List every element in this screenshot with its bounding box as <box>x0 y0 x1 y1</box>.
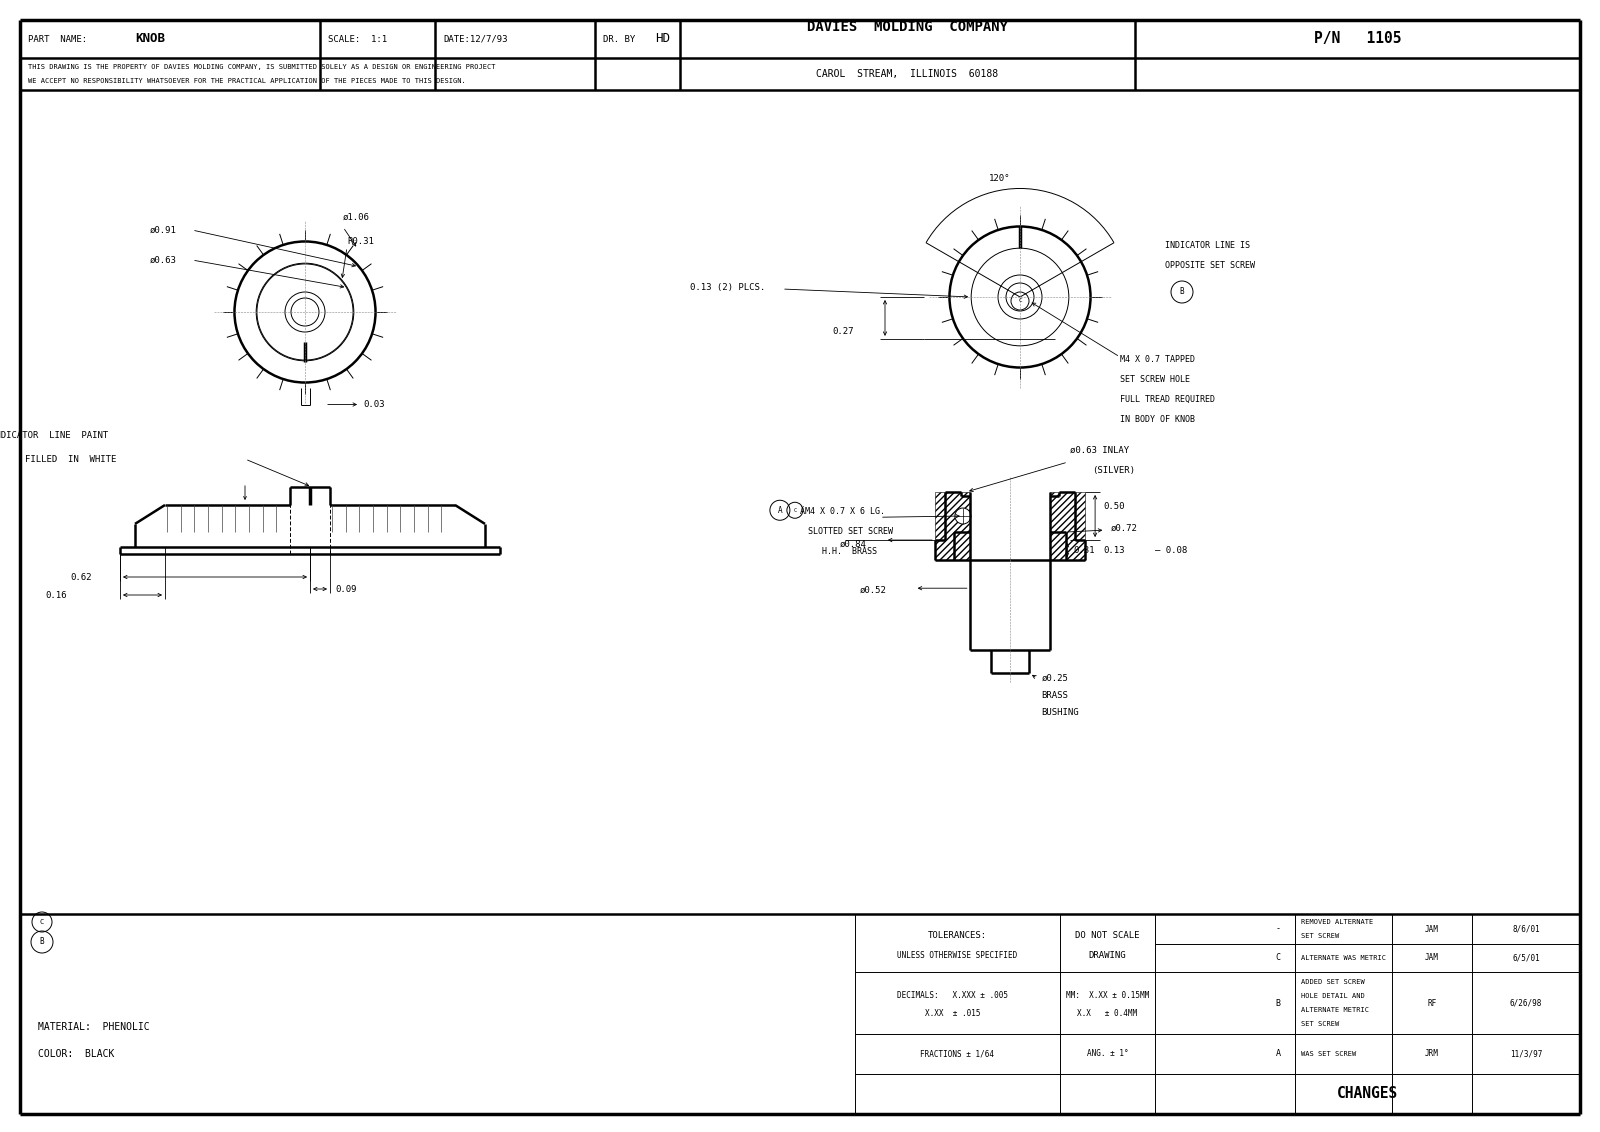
Text: UNLESS OTHERWISE SPECIFIED: UNLESS OTHERWISE SPECIFIED <box>898 951 1018 960</box>
Text: PART  NAME:: PART NAME: <box>29 34 86 43</box>
Bar <box>934 492 970 560</box>
Text: FILLED  IN  WHITE: FILLED IN WHITE <box>26 455 117 463</box>
Text: 0.03: 0.03 <box>363 400 384 409</box>
Text: R0.31: R0.31 <box>347 237 374 246</box>
Text: – 0.08: – 0.08 <box>1155 546 1187 555</box>
Text: MM:  X.XX ± 0.15MM: MM: X.XX ± 0.15MM <box>1066 990 1149 1000</box>
Text: -: - <box>1275 925 1280 934</box>
Text: B: B <box>1275 998 1280 1007</box>
Text: 11/3/97: 11/3/97 <box>1510 1049 1542 1058</box>
Text: COLOR:  BLACK: COLOR: BLACK <box>38 1049 114 1060</box>
Text: INDICATOR  LINE  PAINT: INDICATOR LINE PAINT <box>0 430 109 439</box>
Text: HOLE DETAIL AND: HOLE DETAIL AND <box>1301 993 1365 1000</box>
Text: C: C <box>1019 299 1022 303</box>
Text: B: B <box>40 937 45 946</box>
Text: THIS DRAWING IS THE PROPERTY OF DAVIES MOLDING COMPANY, IS SUBMITTED SOLELY AS A: THIS DRAWING IS THE PROPERTY OF DAVIES M… <box>29 65 496 70</box>
Text: B: B <box>1179 288 1184 297</box>
Text: DRAWING: DRAWING <box>1088 951 1126 960</box>
Text: ø0.91: ø0.91 <box>150 225 178 234</box>
Text: REMOVED ALTERNATE: REMOVED ALTERNATE <box>1301 919 1373 925</box>
Text: A: A <box>778 506 782 515</box>
Circle shape <box>285 292 325 332</box>
Text: C: C <box>40 919 45 925</box>
Text: 8/6/01: 8/6/01 <box>1512 925 1539 934</box>
Text: DR. BY: DR. BY <box>603 34 635 43</box>
Text: DO NOT SCALE: DO NOT SCALE <box>1075 931 1139 940</box>
Text: DAVIES  MOLDING  COMPANY: DAVIES MOLDING COMPANY <box>806 20 1008 34</box>
Text: DATE:12/7/93: DATE:12/7/93 <box>443 34 507 43</box>
Text: IN BODY OF KNOB: IN BODY OF KNOB <box>1120 414 1195 423</box>
Text: SCALE:  1:1: SCALE: 1:1 <box>328 34 387 43</box>
Text: OPPOSITE SET SCREW: OPPOSITE SET SCREW <box>1165 260 1254 269</box>
Text: ø0.52: ø0.52 <box>859 585 886 594</box>
Text: DECIMALS:   X.XXX ± .005: DECIMALS: X.XXX ± .005 <box>898 990 1008 1000</box>
Text: H.H.  BRASS: H.H. BRASS <box>822 547 877 556</box>
Text: ADDED SET SCREW: ADDED SET SCREW <box>1301 979 1365 985</box>
Text: ø0.72: ø0.72 <box>1110 523 1138 532</box>
Text: FULL TREAD REQUIRED: FULL TREAD REQUIRED <box>1120 394 1214 403</box>
Bar <box>1050 492 1085 560</box>
Text: WAS SET SCREW: WAS SET SCREW <box>1301 1050 1357 1057</box>
Circle shape <box>955 508 971 524</box>
Text: CHANGES: CHANGES <box>1338 1087 1398 1101</box>
Text: JAM: JAM <box>1426 953 1438 962</box>
Text: X.XX  ± .015: X.XX ± .015 <box>925 1009 981 1018</box>
Text: ø0.84: ø0.84 <box>840 540 867 549</box>
Text: SET SCREW: SET SCREW <box>1301 933 1339 940</box>
Text: SET SCREW HOLE: SET SCREW HOLE <box>1120 375 1190 384</box>
Text: 0.16: 0.16 <box>45 591 67 600</box>
Text: 120°: 120° <box>989 174 1011 183</box>
Text: ANG. ± 1°: ANG. ± 1° <box>1086 1049 1128 1058</box>
Text: ALTERNATE METRIC: ALTERNATE METRIC <box>1301 1007 1370 1013</box>
Text: CAROL  STREAM,  ILLINOIS  60188: CAROL STREAM, ILLINOIS 60188 <box>816 69 998 79</box>
Text: BUSHING: BUSHING <box>1042 708 1078 717</box>
Text: X.X   ± 0.4MM: X.X ± 0.4MM <box>1077 1009 1138 1018</box>
Text: ø0.63 INLAY: ø0.63 INLAY <box>1070 446 1130 455</box>
Text: C: C <box>1275 953 1280 962</box>
Text: 0.13: 0.13 <box>1102 546 1125 555</box>
Text: JRM: JRM <box>1426 1049 1438 1058</box>
Text: 6/26/98: 6/26/98 <box>1510 998 1542 1007</box>
Text: TOLERANCES:: TOLERANCES: <box>928 931 987 940</box>
Text: WE ACCEPT NO RESPONSIBILITY WHATSOEVER FOR THE PRACTICAL APPLICATION OF THE PIEC: WE ACCEPT NO RESPONSIBILITY WHATSOEVER F… <box>29 78 466 84</box>
Text: ø0.25: ø0.25 <box>1042 674 1069 683</box>
Text: 0.09: 0.09 <box>334 584 357 593</box>
Text: 0.62: 0.62 <box>70 573 91 582</box>
Text: ø0.63: ø0.63 <box>150 256 178 265</box>
Text: A: A <box>1275 1049 1280 1058</box>
Text: (SILVER): (SILVER) <box>1091 465 1134 474</box>
Text: SET SCREW: SET SCREW <box>1301 1021 1339 1027</box>
Text: 0.13 (2) PLCS.: 0.13 (2) PLCS. <box>690 283 765 292</box>
Text: SLOTTED SET SCREW: SLOTTED SET SCREW <box>808 526 893 535</box>
Text: 0.50: 0.50 <box>1102 501 1125 511</box>
Text: ÄM4 X 0.7 X 6 LG.: ÄM4 X 0.7 X 6 LG. <box>800 507 885 516</box>
Text: FRACTIONS ± 1/64: FRACTIONS ± 1/64 <box>920 1049 995 1058</box>
Text: ALTERNATE WAS METRIC: ALTERNATE WAS METRIC <box>1301 955 1386 961</box>
Text: INDICATOR LINE IS: INDICATOR LINE IS <box>1165 240 1250 249</box>
Text: C: C <box>794 508 797 513</box>
Text: RF: RF <box>1427 998 1437 1007</box>
Text: KNOB: KNOB <box>134 33 165 45</box>
Text: BRASS: BRASS <box>1042 691 1069 700</box>
Text: 0.31: 0.31 <box>1074 546 1094 555</box>
Text: 0.27: 0.27 <box>832 327 853 336</box>
Text: 6/5/01: 6/5/01 <box>1512 953 1539 962</box>
Text: ø1.06: ø1.06 <box>342 213 370 222</box>
Text: MATERIAL:  PHENOLIC: MATERIAL: PHENOLIC <box>38 1022 150 1032</box>
Text: JAM: JAM <box>1426 925 1438 934</box>
Text: HD: HD <box>654 33 670 45</box>
Text: M4 X 0.7 TAPPED: M4 X 0.7 TAPPED <box>1120 354 1195 363</box>
Text: P/N   1105: P/N 1105 <box>1314 32 1402 46</box>
